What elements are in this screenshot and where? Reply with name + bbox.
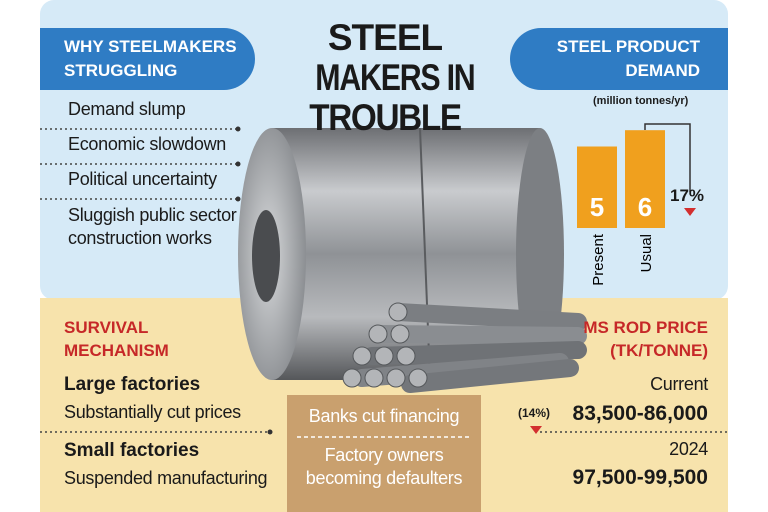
unit: (million tonnes/yr) — [593, 95, 689, 107]
category-label: Usual — [638, 234, 655, 272]
bar — [577, 146, 617, 228]
change-connector — [644, 123, 691, 192]
price-change: (14%) — [518, 406, 551, 420]
category-label: Present — [590, 233, 607, 286]
steel-rods — [342, 302, 587, 393]
down-arrow — [684, 208, 696, 216]
center-box — [287, 395, 481, 512]
reason: Demand slump — [68, 99, 186, 119]
group-name: Small factories — [64, 440, 200, 461]
price-value: 97,500-99,500 — [572, 466, 708, 489]
price-value: 83,500-86,000 — [572, 402, 708, 425]
group-action: Substantially cut prices — [64, 402, 241, 422]
demand-chart: 5 Present 6 Usual — [577, 130, 665, 286]
price-label: 2024 — [669, 439, 708, 459]
survival-heading: SURVIVAL MECHANISM — [64, 318, 169, 360]
price-heading: MS ROD PRICE (TK/TONNE) — [583, 318, 708, 360]
title-line: MAKERS IN — [315, 57, 475, 98]
title: STEEL MAKERS IN TROUBLE — [300, 17, 475, 138]
bar-label: 6 — [638, 192, 652, 222]
down-arrow — [530, 426, 542, 434]
bar — [625, 130, 665, 228]
price-label: Current — [650, 374, 708, 394]
group-name: Large factories — [64, 374, 201, 395]
title-line: TROUBLE — [309, 97, 462, 138]
center-item: Factory owners becoming defaulters — [305, 445, 463, 489]
center-item: Banks cut financing — [308, 406, 460, 426]
change: 17% — [670, 186, 705, 205]
why-heading: WHY STEELMAKERS STRUGGLING — [40, 28, 255, 90]
demand-heading: STEEL PRODUCT DEMAND — [510, 28, 728, 90]
reason: Political uncertainty — [68, 169, 217, 189]
separators — [40, 128, 728, 433]
reason: Economic slowdown — [68, 134, 226, 154]
group-action: Suspended manufacturing — [64, 468, 268, 488]
bar-label: 5 — [590, 192, 604, 222]
title-line: STEEL — [327, 17, 443, 58]
reason: Sluggish public sector construction work… — [68, 205, 237, 249]
